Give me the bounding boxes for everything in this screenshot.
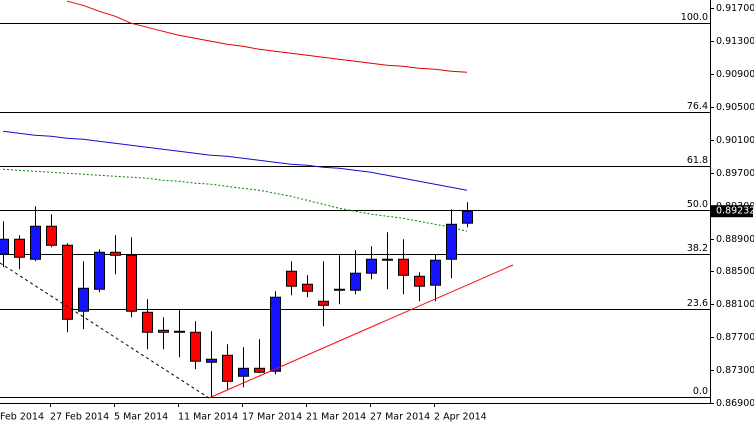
candle-body — [350, 272, 361, 291]
level-label: 50.0 — [687, 199, 708, 210]
x-tick-label: 17 Mar 2014 — [242, 412, 302, 423]
plot-area: 100.0 76.4 61.8 50.0 38.2 23.6 0.0 — [0, 0, 710, 398]
candle-body — [158, 329, 169, 333]
y-tick-label: 0.88100 — [716, 299, 754, 310]
candle-body — [462, 210, 473, 224]
candle-body — [0, 238, 9, 255]
moving-average — [2, 168, 468, 232]
x-tick-label: 27 Feb 2014 — [50, 412, 109, 423]
x-tick-label: 5 Mar 2014 — [114, 412, 168, 423]
candle-body — [398, 258, 409, 276]
candle-body — [94, 251, 105, 290]
candle-body — [190, 331, 201, 362]
moving-average — [66, 0, 468, 73]
candle-body — [174, 330, 185, 333]
y-tick-label: 0.90900 — [716, 69, 754, 80]
candle-body — [430, 259, 441, 286]
candle-body — [366, 258, 377, 274]
y-tick-label: 0.91700 — [716, 3, 754, 14]
candle-body — [270, 296, 281, 372]
level-label: 23.6 — [687, 298, 708, 309]
candle-body — [110, 251, 121, 256]
y-tick-label: 0.91300 — [716, 36, 754, 47]
candle-body — [62, 244, 73, 320]
candle-body — [78, 287, 89, 312]
candle-body — [30, 225, 41, 260]
x-tick-label: 2 Apr 2014 — [434, 412, 487, 423]
y-tick-label: 0.90100 — [716, 135, 754, 146]
level-label: 76.4 — [687, 101, 708, 112]
level-label: 0.0 — [693, 386, 708, 397]
y-tick-label: 0.87700 — [716, 332, 754, 343]
x-tick-label: 11 Mar 2014 — [178, 412, 238, 423]
level-label: 38.2 — [687, 243, 708, 254]
candle-body — [254, 367, 265, 373]
y-tick-label: 0.87300 — [716, 365, 754, 376]
candle-body — [414, 275, 425, 287]
candle-body — [222, 354, 233, 382]
y-tick-label: 0.86900 — [716, 398, 754, 409]
x-tick-label: 27 Mar 2014 — [370, 412, 430, 423]
last-price-box — [711, 205, 753, 218]
y-tick-label: 0.89700 — [716, 168, 754, 179]
candle-body — [302, 283, 313, 292]
candle-body — [126, 254, 137, 312]
trend-line — [208, 264, 514, 399]
candle-body — [206, 358, 217, 363]
candle-body — [46, 225, 57, 246]
candle-body — [446, 223, 457, 260]
candle-body — [286, 270, 297, 287]
candle-body — [382, 258, 393, 261]
candle-body — [238, 367, 249, 377]
y-tick-label: 0.88900 — [716, 234, 754, 245]
moving-average — [2, 130, 468, 191]
x-tick-label: Feb 2014 — [0, 412, 44, 423]
y-tick-label: 0.88500 — [716, 266, 754, 277]
candle-body — [334, 288, 345, 291]
candle-body — [14, 238, 25, 258]
x-tick-label: 21 Mar 2014 — [306, 412, 366, 423]
y-tick-label: 0.90500 — [716, 102, 754, 113]
level-label: 100.0 — [681, 12, 708, 23]
candle-body — [318, 300, 329, 306]
candle-body — [142, 311, 153, 333]
level-label: 61.8 — [687, 155, 708, 166]
last-price-label: 0.89232 — [716, 206, 754, 217]
